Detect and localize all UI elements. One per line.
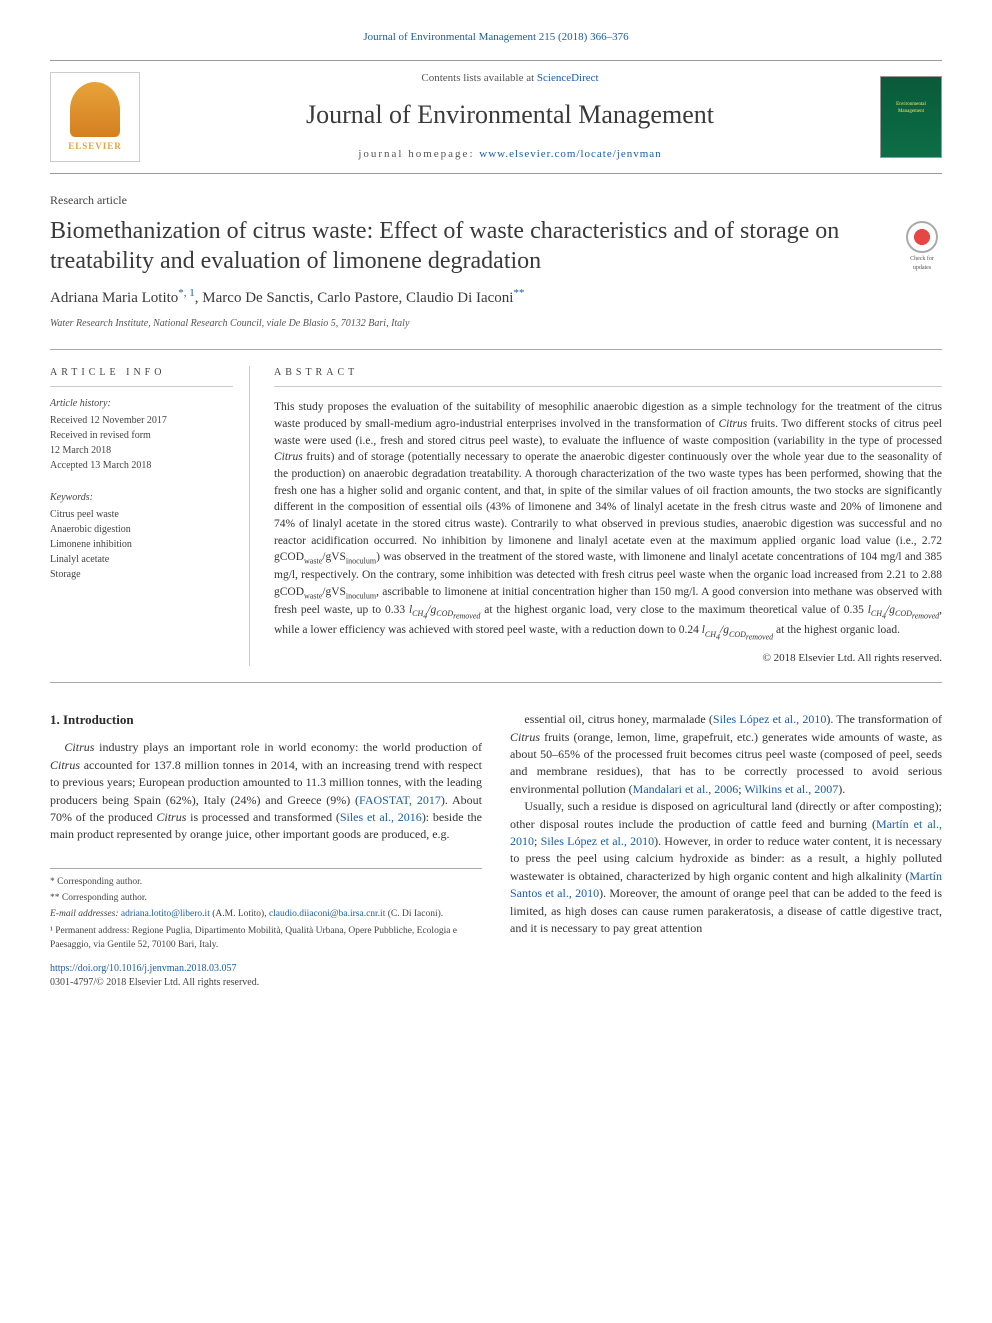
journal-cover-thumbnail: Environmental Management [880,76,942,158]
article-title: Biomethanization of citrus waste: Effect… [50,216,887,276]
article-history-block: Article history: Received 12 November 20… [50,397,233,473]
keywords-list: Citrus peel wasteAnaerobic digestionLimo… [50,507,233,582]
intro-col2-paras: essential oil, citrus honey, marmalade (… [510,711,942,937]
intro-two-column: 1. Introduction Citrus industry plays an… [50,711,942,990]
article-info-column: ARTICLE INFO Article history: Received 1… [50,366,250,666]
contents-lists-line: Contents lists available at ScienceDirec… [140,71,880,86]
permanent-address: ¹ Permanent address: Regione Puglia, Dip… [50,924,482,953]
abstract-text: This study proposes the evaluation of th… [274,399,942,642]
sciencedirect-link[interactable]: ScienceDirect [537,72,599,84]
cover-label: Environmental Management [884,101,938,115]
doi-block: https://doi.org/10.1016/j.jenvman.2018.0… [50,962,482,990]
list-item: Linalyl acetate [50,552,233,567]
doi-link[interactable]: https://doi.org/10.1016/j.jenvman.2018.0… [50,963,236,974]
list-item: Citrus peel waste [50,507,233,522]
email-link-2[interactable]: claudio.diiaconi@ba.irsa.cnr.it [269,909,385,919]
list-item: Storage [50,567,233,582]
journal-header-bar: ELSEVIER Contents lists available at Sci… [50,60,942,173]
journal-homepage-line: journal homepage: www.elsevier.com/locat… [140,147,880,162]
history-label: Article history: [50,397,233,411]
affiliation: Water Research Institute, National Resea… [50,317,942,331]
intro-col-left: 1. Introduction Citrus industry plays an… [50,711,482,990]
issn-copyright-line: 0301-4797/© 2018 Elsevier Ltd. All right… [50,976,482,990]
article-info-abstract-row: ARTICLE INFO Article history: Received 1… [50,349,942,683]
elsevier-logo: ELSEVIER [50,72,140,162]
list-item: 12 March 2018 [50,443,233,458]
article-info-heading: ARTICLE INFO [50,366,233,387]
abstract-column: ABSTRACT This study proposes the evaluat… [274,366,942,666]
footnote-line: * Corresponding author. [50,875,482,889]
crossmark-label: Check for updates [902,255,942,272]
elsevier-tree-icon [70,82,120,137]
crossmark-icon [906,221,938,253]
intro-col-right: essential oil, citrus honey, marmalade (… [510,711,942,990]
article-type: Research article [50,192,942,209]
list-item: Limonene inhibition [50,537,233,552]
paragraph: Citrus industry plays an important role … [50,739,482,843]
intro-col1-paras: Citrus industry plays an important role … [50,739,482,843]
homepage-prefix: journal homepage: [358,148,479,160]
history-list: Received 12 November 2017Received in rev… [50,413,233,473]
list-item: Received 12 November 2017 [50,413,233,428]
list-item: Received in revised form [50,428,233,443]
citation-link[interactable]: Journal of Environmental Management 215 … [363,31,628,43]
list-item: Anaerobic digestion [50,522,233,537]
intro-heading: 1. Introduction [50,711,482,729]
paragraph: Usually, such a residue is disposed on a… [510,798,942,937]
email-label: E-mail addresses: [50,909,121,919]
contents-prefix: Contents lists available at [421,72,536,84]
footnotes-block: * Corresponding author. ** Corresponding… [50,868,482,952]
email-link-1[interactable]: adriana.lotito@libero.it [121,909,210,919]
journal-name: Journal of Environmental Management [140,97,880,133]
footnote-emails: E-mail addresses: adriana.lotito@libero.… [50,907,482,921]
homepage-link[interactable]: www.elsevier.com/locate/jenvman [479,148,661,160]
running-header: Journal of Environmental Management 215 … [50,30,942,45]
keywords-label: Keywords: [50,491,233,505]
abstract-copyright: © 2018 Elsevier Ltd. All rights reserved… [274,651,942,666]
elsevier-logo-text: ELSEVIER [68,140,122,153]
authors-line: Adriana Maria Lotito*, 1, Marco De Sanct… [50,286,942,309]
abstract-heading: ABSTRACT [274,366,942,387]
paragraph: essential oil, citrus honey, marmalade (… [510,711,942,798]
header-center: Contents lists available at ScienceDirec… [140,71,880,162]
crossmark-badge[interactable]: Check for updates [902,221,942,261]
email-after-1: (A.M. Lotito), [210,909,269,919]
email-after-2: (C. Di Iaconi). [385,909,443,919]
footnote-line: ** Corresponding author. [50,891,482,905]
list-item: Accepted 13 March 2018 [50,458,233,473]
keywords-block: Keywords: Citrus peel wasteAnaerobic dig… [50,491,233,582]
